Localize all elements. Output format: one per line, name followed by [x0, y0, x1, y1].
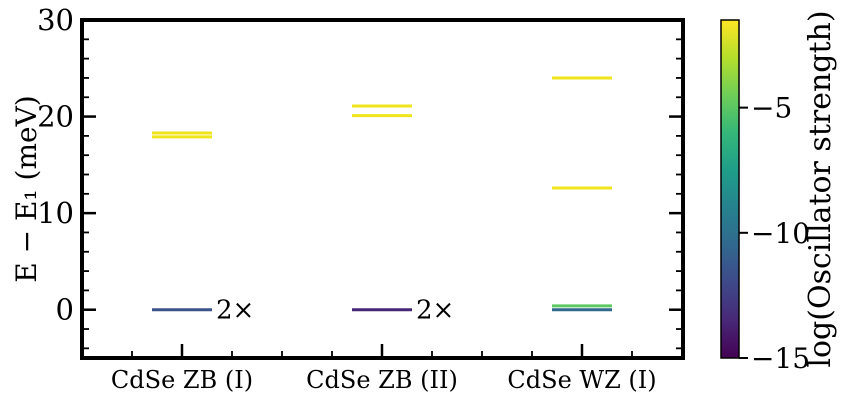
x-tick-labels: CdSe ZB (I) CdSe ZB (II) CdSe WZ (I): [111, 366, 657, 394]
x-tick-label: CdSe ZB (I): [111, 366, 253, 394]
y-tick-label: 10: [37, 196, 74, 230]
x-tick-label: CdSe WZ (I): [507, 366, 656, 394]
degeneracy-label: 2×: [416, 296, 454, 326]
y-axis-label: E − E₁ (meV): [10, 95, 43, 282]
x-tick-label: CdSe ZB (II): [306, 366, 458, 394]
degeneracy-label: 2×: [216, 296, 254, 326]
plot-frame: [80, 18, 685, 360]
colorbar-gradient: [720, 19, 740, 359]
colorbar: −15 −10 −5 log(Oscillator strength): [720, 10, 838, 375]
colorbar-tick-label: −5: [751, 92, 792, 125]
y-tick-label: 0: [56, 293, 74, 327]
colorbar-label: log(Oscillator strength): [803, 10, 838, 367]
colorbar-ticks: −15 −10 −5: [739, 92, 810, 375]
colorbar-tick-label: −15: [751, 342, 810, 375]
y-tick-label: 20: [37, 100, 74, 134]
colorbar-tick-label: −10: [751, 217, 810, 250]
energy-levels: 2× 2×: [152, 76, 612, 326]
y-tick-label: 30: [37, 3, 74, 37]
y-tick-labels: 0 10 20 30: [37, 3, 74, 327]
